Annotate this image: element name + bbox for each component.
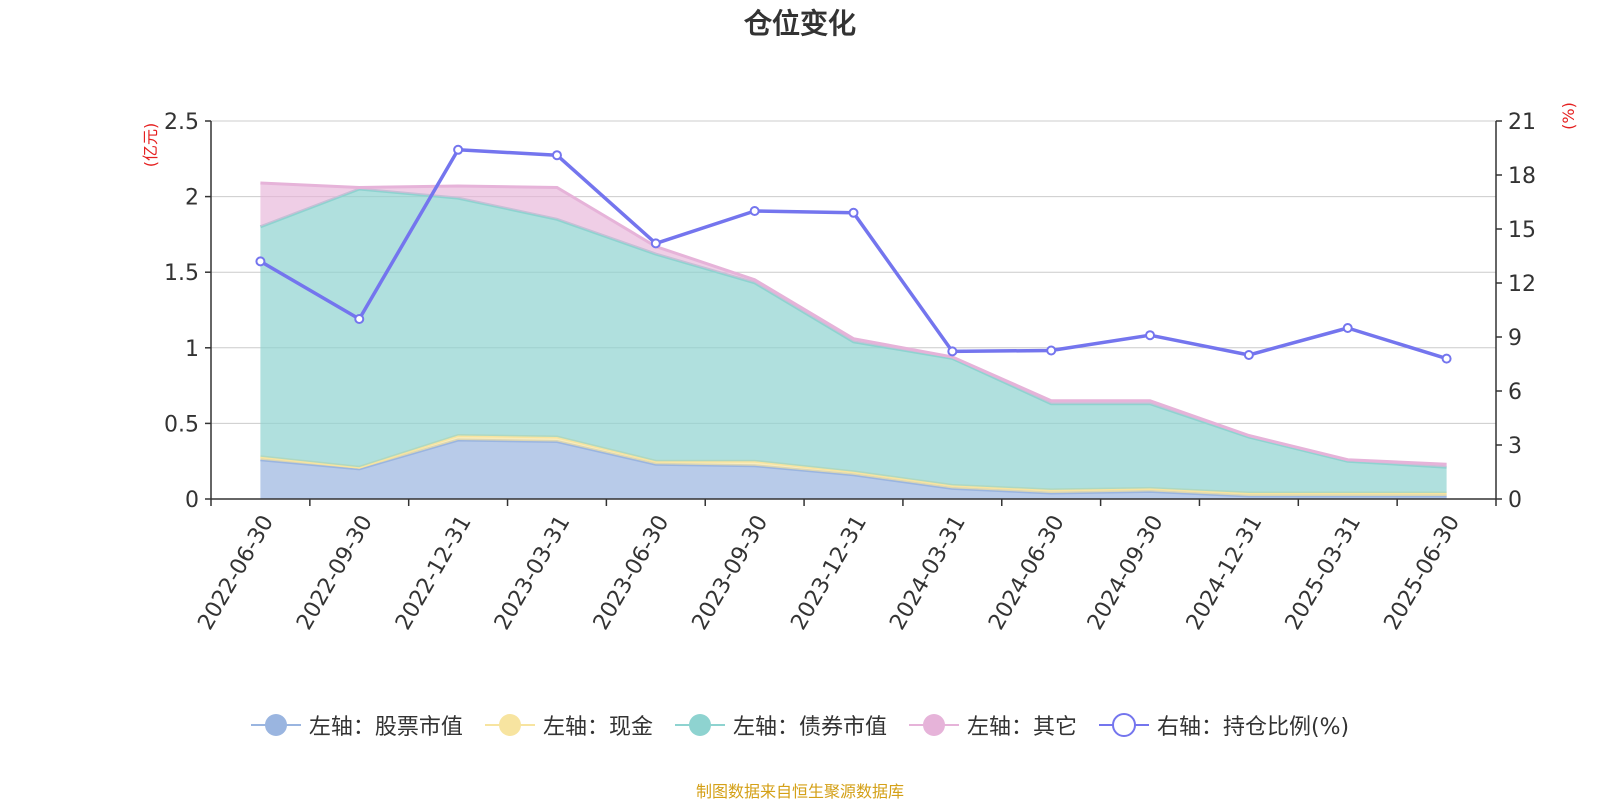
ratio-point[interactable]	[650, 238, 661, 249]
legend-label: 左轴：其它	[966, 715, 1077, 740]
chart-title: 仓位变化	[744, 7, 856, 40]
legend-item[interactable]: 左轴：其它	[908, 709, 1077, 741]
filled-circle-icon	[250, 714, 301, 736]
ratio-point[interactable]	[551, 150, 562, 161]
filled-circle-icon	[674, 714, 725, 736]
legend-marker	[688, 714, 711, 736]
ratio-point[interactable]	[1342, 323, 1353, 333]
legend-item[interactable]: 左轴：债券市值	[674, 709, 887, 741]
x-axis-tick-label: 2024-03-31	[885, 511, 971, 634]
ratio-point[interactable]	[1145, 330, 1156, 341]
legend-label: 左轴：股票市值	[308, 715, 463, 740]
right-axis-tick-label: 6	[1508, 380, 1522, 405]
legend-marker	[922, 714, 945, 736]
legend-label: 左轴：现金	[542, 715, 653, 740]
left-axis-tick-label: 1	[185, 337, 199, 362]
right-axis-tick-label: 12	[1508, 272, 1536, 297]
x-axis-tick-label: 2024-06-30	[984, 511, 1070, 634]
x-axis-tick-label: 2023-03-31	[490, 511, 576, 634]
ratio-line-layer	[255, 144, 1452, 364]
area-series-layer	[259, 181, 1447, 499]
x-axis-tick-label: 2022-09-30	[292, 511, 378, 634]
hollow-circle-icon	[1098, 713, 1149, 737]
right-axis-tick-label: 3	[1508, 434, 1522, 459]
ratio-point[interactable]	[453, 144, 464, 155]
x-axis-tick-label: 2025-06-30	[1380, 511, 1466, 634]
area-bond	[260, 189, 1447, 493]
x-axis-tick-label: 2022-12-31	[391, 511, 477, 634]
left-axis-unit: (亿元)	[141, 123, 160, 168]
right-axis-tick-label: 15	[1508, 218, 1536, 243]
ratio-point[interactable]	[354, 314, 365, 324]
legend-label: 左轴：债券市值	[732, 715, 887, 740]
legend-item[interactable]: 右轴：持仓比例(%)	[1098, 709, 1350, 741]
filled-circle-icon	[908, 714, 959, 736]
ratio-point[interactable]	[255, 256, 266, 267]
legend-label: 右轴：持仓比例(%)	[1156, 715, 1350, 740]
x-axis-tick-label: 2024-12-31	[1182, 511, 1268, 634]
ratio-point[interactable]	[1441, 353, 1452, 364]
left-axis-tick-label: 0	[185, 488, 199, 513]
ratio-point[interactable]	[1243, 350, 1254, 360]
right-axis-tick-label: 21	[1508, 110, 1536, 135]
ratio-point[interactable]	[1046, 345, 1057, 356]
area-edge-other	[260, 181, 1447, 466]
right-axis-tick-label: 0	[1508, 488, 1522, 513]
ratio-point[interactable]	[947, 346, 958, 357]
legend-marker	[264, 714, 287, 736]
x-axis-tick-label: 2023-12-31	[786, 511, 872, 634]
x-axis-tick-label: 2024-09-30	[1083, 511, 1169, 634]
source-note: 制图数据来自恒生聚源数据库	[695, 782, 904, 801]
legend-marker	[498, 714, 521, 736]
ratio-point[interactable]	[848, 207, 859, 218]
left-axis-tick-label: 2.5	[164, 110, 199, 135]
x-axis-tick-label: 2022-06-30	[193, 511, 279, 634]
right-axis-tick-label: 18	[1508, 164, 1536, 189]
legend: 左轴：股票市值 左轴：现金 左轴：债券市值 左轴：其它 右轴：持仓比例(%)	[0, 705, 1600, 745]
x-axis-tick-label: 2023-09-30	[688, 511, 774, 634]
x-axis-tick-label: 2025-03-31	[1281, 511, 1367, 634]
legend-marker	[1111, 713, 1136, 737]
left-axis-tick-label: 2	[185, 186, 199, 211]
filled-circle-icon	[484, 714, 535, 736]
ratio-point[interactable]	[749, 206, 760, 216]
right-axis-unit: (%)	[1559, 102, 1578, 130]
legend-item[interactable]: 左轴：股票市值	[250, 709, 463, 741]
right-axis-tick-label: 9	[1508, 326, 1522, 351]
legend-item[interactable]: 左轴：现金	[484, 709, 653, 741]
x-axis-tick-label: 2023-06-30	[589, 511, 675, 634]
left-axis-tick-label: 0.5	[164, 412, 199, 437]
area-stock	[260, 440, 1447, 499]
left-axis-tick-label: 1.5	[164, 261, 199, 286]
